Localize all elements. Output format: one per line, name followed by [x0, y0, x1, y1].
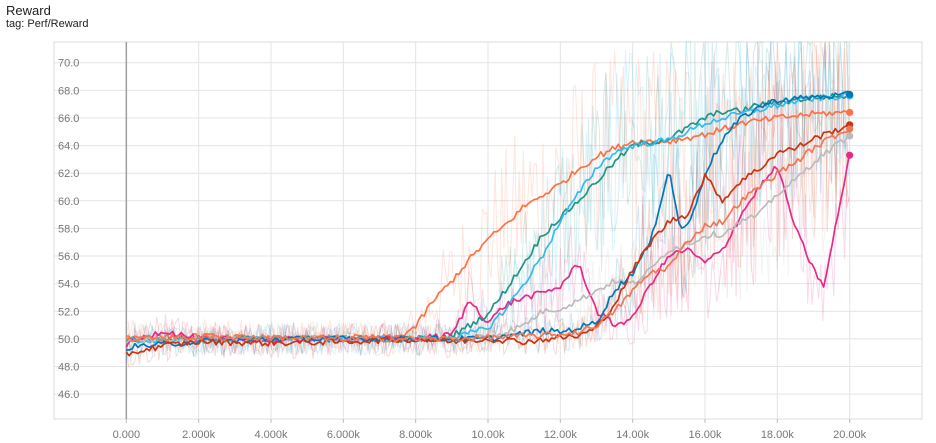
axis-ticks: 46.0 48.0 50.0 52.0 54.0 56.0 58.0 60.0 62.0 64.0…	[58, 58, 867, 441]
series-end-point	[846, 132, 854, 140]
x-tick-label: 18.00k	[761, 429, 795, 441]
y-tick-label: 62.0	[58, 168, 79, 180]
y-tick-label: 54.0	[58, 279, 79, 291]
x-tick-label: 2.000k	[182, 429, 216, 441]
series-end-point	[846, 125, 854, 133]
chart-header: Reward tag: Perf/Reward	[6, 3, 89, 31]
series-raw-line	[125, 61, 850, 357]
x-tick-label: 4.000k	[254, 429, 288, 441]
grid-lines	[54, 42, 922, 423]
x-tick-label: 0.000	[113, 429, 141, 441]
y-tick-label: 60.0	[58, 196, 79, 208]
series-line	[126, 129, 851, 343]
x-tick-label: 20.00k	[833, 429, 867, 441]
y-tick-label: 68.0	[58, 85, 79, 97]
x-tick-label: 16.00k	[688, 429, 722, 441]
x-tick-label: 8.000k	[399, 429, 433, 441]
y-tick-label: 66.0	[58, 113, 79, 125]
x-tick-label: 10.00k	[471, 429, 505, 441]
x-tick-label: 6.000k	[327, 429, 361, 441]
chart-subtitle: tag: Perf/Reward	[6, 18, 89, 30]
chart-title: Reward	[6, 3, 51, 18]
x-tick-label: 14.00k	[616, 429, 650, 441]
series-end-point	[846, 151, 854, 159]
y-tick-label: 46.0	[58, 389, 79, 401]
x-tick-label: 12.00k	[544, 429, 578, 441]
series-line	[125, 124, 850, 357]
y-tick-label: 58.0	[58, 223, 79, 235]
y-tick-label: 50.0	[58, 334, 79, 346]
series-raw-line	[126, 84, 850, 357]
series-line	[125, 92, 851, 343]
y-tick-label: 52.0	[58, 306, 79, 318]
y-tick-label: 64.0	[58, 141, 79, 153]
series-end-point	[846, 90, 854, 99]
series-endpoints	[846, 90, 854, 159]
series-end-point	[846, 108, 854, 117]
y-tick-label: 48.0	[58, 362, 79, 374]
y-tick-label: 56.0	[58, 251, 79, 263]
series-raw-line	[125, 41, 850, 368]
smoothed-series-layer	[125, 90, 851, 357]
y-tick-label: 70.0	[58, 58, 79, 70]
series-raw-line	[125, 40, 850, 357]
